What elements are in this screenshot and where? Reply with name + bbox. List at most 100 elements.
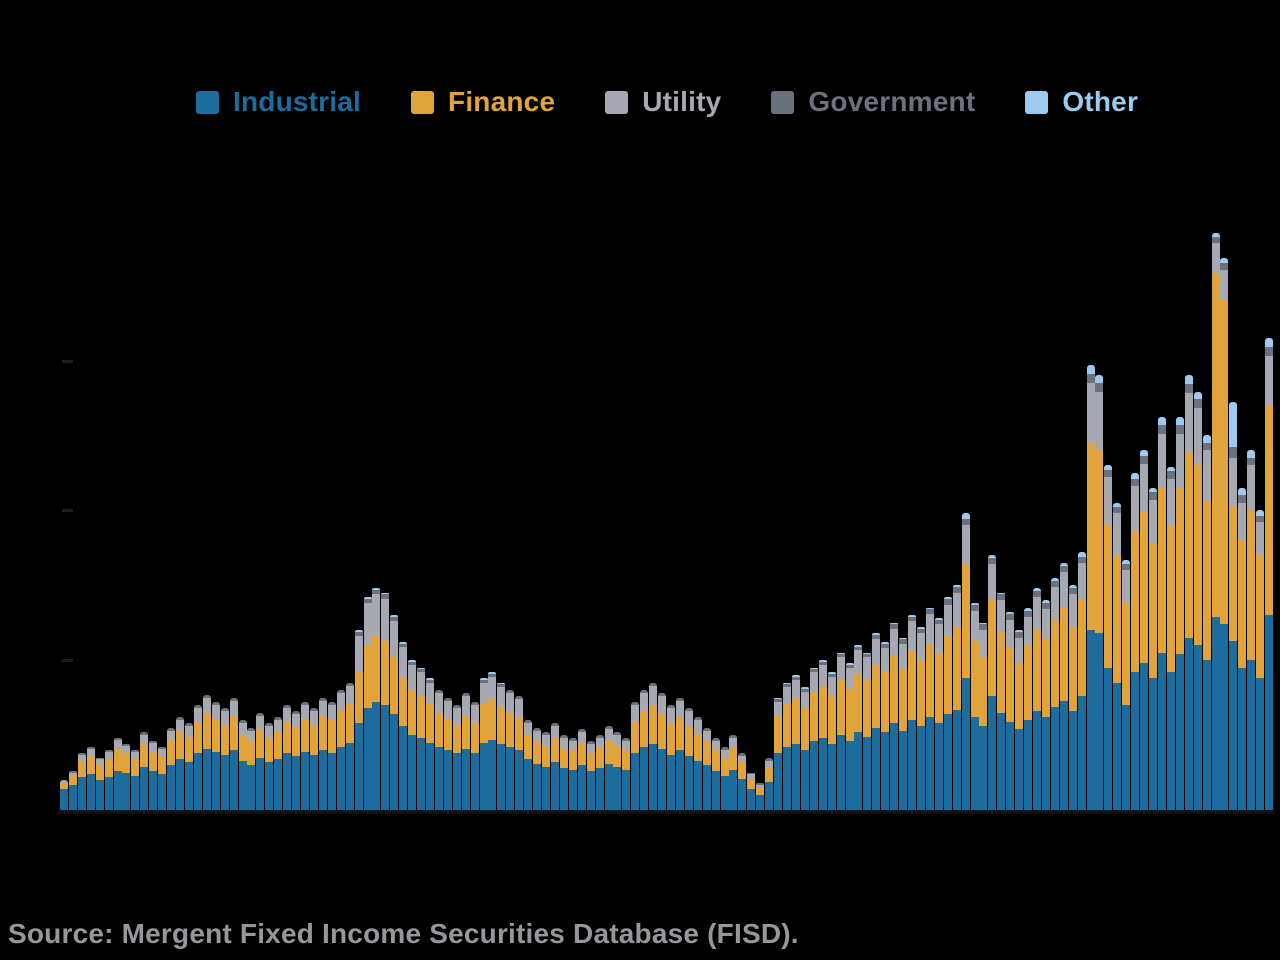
stacked-bar bbox=[158, 747, 167, 810]
bar-segment-government bbox=[381, 594, 390, 599]
bar-segment-utility bbox=[1113, 513, 1122, 555]
bar-segment-industrial bbox=[675, 750, 684, 810]
bar-segment-utility bbox=[1068, 594, 1077, 627]
bar-segment-utility bbox=[425, 682, 434, 704]
bar-segment-finance bbox=[327, 720, 336, 753]
bar-segment-utility bbox=[354, 636, 363, 672]
bar-segment-utility bbox=[899, 643, 908, 669]
bar-segment-industrial bbox=[756, 795, 765, 810]
bar-segment-finance bbox=[765, 766, 774, 782]
bar-segment-other bbox=[408, 660, 417, 662]
stacked-bar bbox=[354, 630, 363, 810]
stacked-bar bbox=[1140, 450, 1149, 810]
stacked-bar bbox=[568, 738, 577, 810]
bar-segment-utility bbox=[470, 705, 479, 723]
bar-segment-finance bbox=[925, 643, 934, 717]
bar-segment-government bbox=[622, 738, 631, 741]
bar-segment-utility bbox=[247, 730, 256, 741]
bar-segment-industrial bbox=[595, 768, 604, 810]
stacked-bar bbox=[60, 780, 68, 810]
bar-segment-government bbox=[1086, 373, 1095, 383]
bar-segment-industrial bbox=[1140, 663, 1149, 810]
government-swatch-icon bbox=[771, 90, 795, 114]
stacked-bar bbox=[1095, 375, 1104, 810]
bar-segment-utility bbox=[318, 700, 327, 716]
stacked-bar bbox=[881, 642, 890, 810]
stacked-bar bbox=[256, 712, 265, 810]
bar-segment-other bbox=[1095, 375, 1104, 383]
bar-segment-government bbox=[756, 783, 765, 785]
bar-segment-utility bbox=[515, 699, 524, 717]
bar-segment-other bbox=[791, 675, 800, 677]
bar-segment-finance bbox=[1265, 405, 1274, 615]
bar-segment-other bbox=[1068, 585, 1077, 588]
bar-segment-other bbox=[774, 697, 783, 699]
bar-segment-industrial bbox=[327, 753, 336, 810]
bar-segment-other bbox=[1238, 487, 1247, 495]
bar-segment-government bbox=[881, 643, 890, 648]
bar-segment-finance bbox=[158, 756, 167, 774]
bar-segment-utility bbox=[595, 738, 604, 747]
bar-segment-utility bbox=[1095, 391, 1104, 450]
bar-segment-government bbox=[774, 699, 783, 702]
bar-segment-utility bbox=[176, 720, 185, 731]
bar-segment-other bbox=[479, 678, 488, 680]
bar-segment-finance bbox=[1041, 639, 1050, 717]
bar-segment-government bbox=[158, 747, 167, 749]
bar-segment-government bbox=[425, 679, 434, 683]
bar-segment-finance bbox=[577, 742, 586, 765]
bar-segment-other bbox=[1077, 552, 1086, 557]
stacked-bar bbox=[229, 697, 238, 810]
bar-segment-government bbox=[122, 744, 131, 746]
bar-segment-utility bbox=[131, 751, 140, 759]
bar-segment-utility bbox=[256, 715, 265, 729]
bar-segment-finance bbox=[800, 708, 809, 750]
bar-segment-utility bbox=[265, 726, 274, 738]
bar-segment-utility bbox=[292, 714, 301, 728]
bar-segment-industrial bbox=[890, 723, 899, 810]
bar-segment-other bbox=[818, 660, 827, 662]
bar-segment-industrial bbox=[113, 771, 122, 810]
bar-segment-government bbox=[1059, 565, 1068, 572]
bar-segment-other bbox=[381, 592, 390, 594]
bar-segment-industrial bbox=[1086, 630, 1095, 810]
bar-segment-other bbox=[1157, 417, 1166, 425]
stacked-bar bbox=[1122, 559, 1131, 810]
bar-segment-industrial bbox=[800, 750, 809, 810]
stacked-bar bbox=[211, 702, 220, 810]
bar-segment-utility bbox=[1175, 433, 1184, 488]
bar-segment-industrial bbox=[506, 747, 515, 810]
bar-segment-finance bbox=[631, 721, 640, 753]
bar-segment-utility bbox=[327, 705, 336, 720]
bar-segment-finance bbox=[711, 750, 720, 771]
bar-segment-industrial bbox=[86, 774, 95, 810]
y-axis-tick bbox=[62, 659, 73, 662]
bar-segment-utility bbox=[1149, 499, 1158, 543]
bar-segment-other bbox=[979, 622, 988, 624]
bar-segment-finance bbox=[586, 753, 595, 771]
bar-segment-utility bbox=[604, 729, 613, 740]
bar-segment-industrial bbox=[497, 744, 506, 810]
bar-segment-other bbox=[1059, 562, 1068, 566]
stacked-bar bbox=[515, 696, 524, 810]
bar-segment-industrial bbox=[631, 753, 640, 810]
bar-segment-government bbox=[818, 661, 827, 665]
stacked-bar bbox=[1211, 232, 1220, 810]
bar-segment-other bbox=[988, 555, 997, 558]
bar-segment-industrial bbox=[1032, 711, 1041, 810]
bar-segment-industrial bbox=[345, 742, 354, 810]
bar-segment-utility bbox=[1131, 486, 1140, 531]
bar-segment-government bbox=[1157, 424, 1166, 434]
bar-segment-utility bbox=[1184, 393, 1193, 452]
bar-segment-finance bbox=[434, 712, 443, 747]
bar-segment-government bbox=[176, 717, 185, 720]
stacked-bar bbox=[827, 672, 836, 810]
bar-segment-government bbox=[265, 723, 274, 726]
bar-segment-government bbox=[1149, 492, 1158, 500]
bar-segment-government bbox=[515, 696, 524, 699]
stacked-bar bbox=[1015, 630, 1024, 810]
bar-segment-other bbox=[497, 682, 506, 684]
bar-segment-other bbox=[425, 678, 434, 680]
bar-segment-utility bbox=[1265, 355, 1274, 405]
bar-segment-industrial bbox=[176, 759, 185, 810]
